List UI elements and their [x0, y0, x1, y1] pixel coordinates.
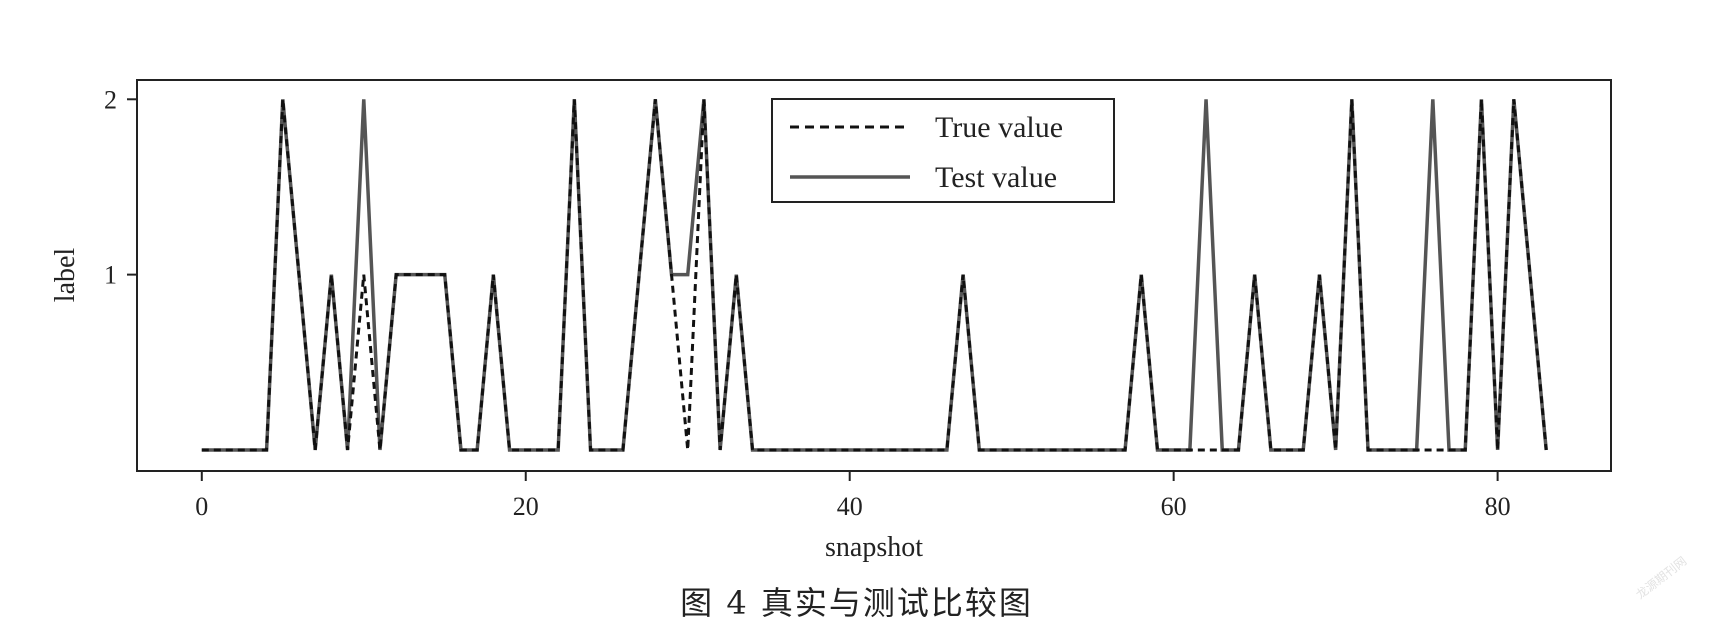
ticks-layer: 0 20 40 60 80 1 2: [104, 85, 1511, 521]
figure-caption: 图 4 真实与测试比较图: [680, 584, 1033, 622]
x-tick-label: 60: [1161, 492, 1187, 521]
x-tick-label: 0: [195, 492, 208, 521]
x-tick-label: 20: [513, 492, 539, 521]
series-layer: [201, 99, 1548, 452]
legend-box: [771, 98, 1115, 203]
series-line-true-value: [201, 99, 1548, 452]
y-tick-label: 1: [104, 261, 117, 290]
legend: True value Test value: [771, 98, 1115, 203]
legend-label-test-value: Test value: [935, 161, 1057, 194]
y-tick-label: 2: [104, 85, 117, 114]
y-axis-label: label: [50, 248, 81, 303]
legend-label-true-value: True value: [935, 111, 1063, 144]
x-axis-label: snapshot: [825, 532, 923, 563]
x-tick-label: 80: [1485, 492, 1511, 521]
x-tick-label: 40: [837, 492, 863, 521]
